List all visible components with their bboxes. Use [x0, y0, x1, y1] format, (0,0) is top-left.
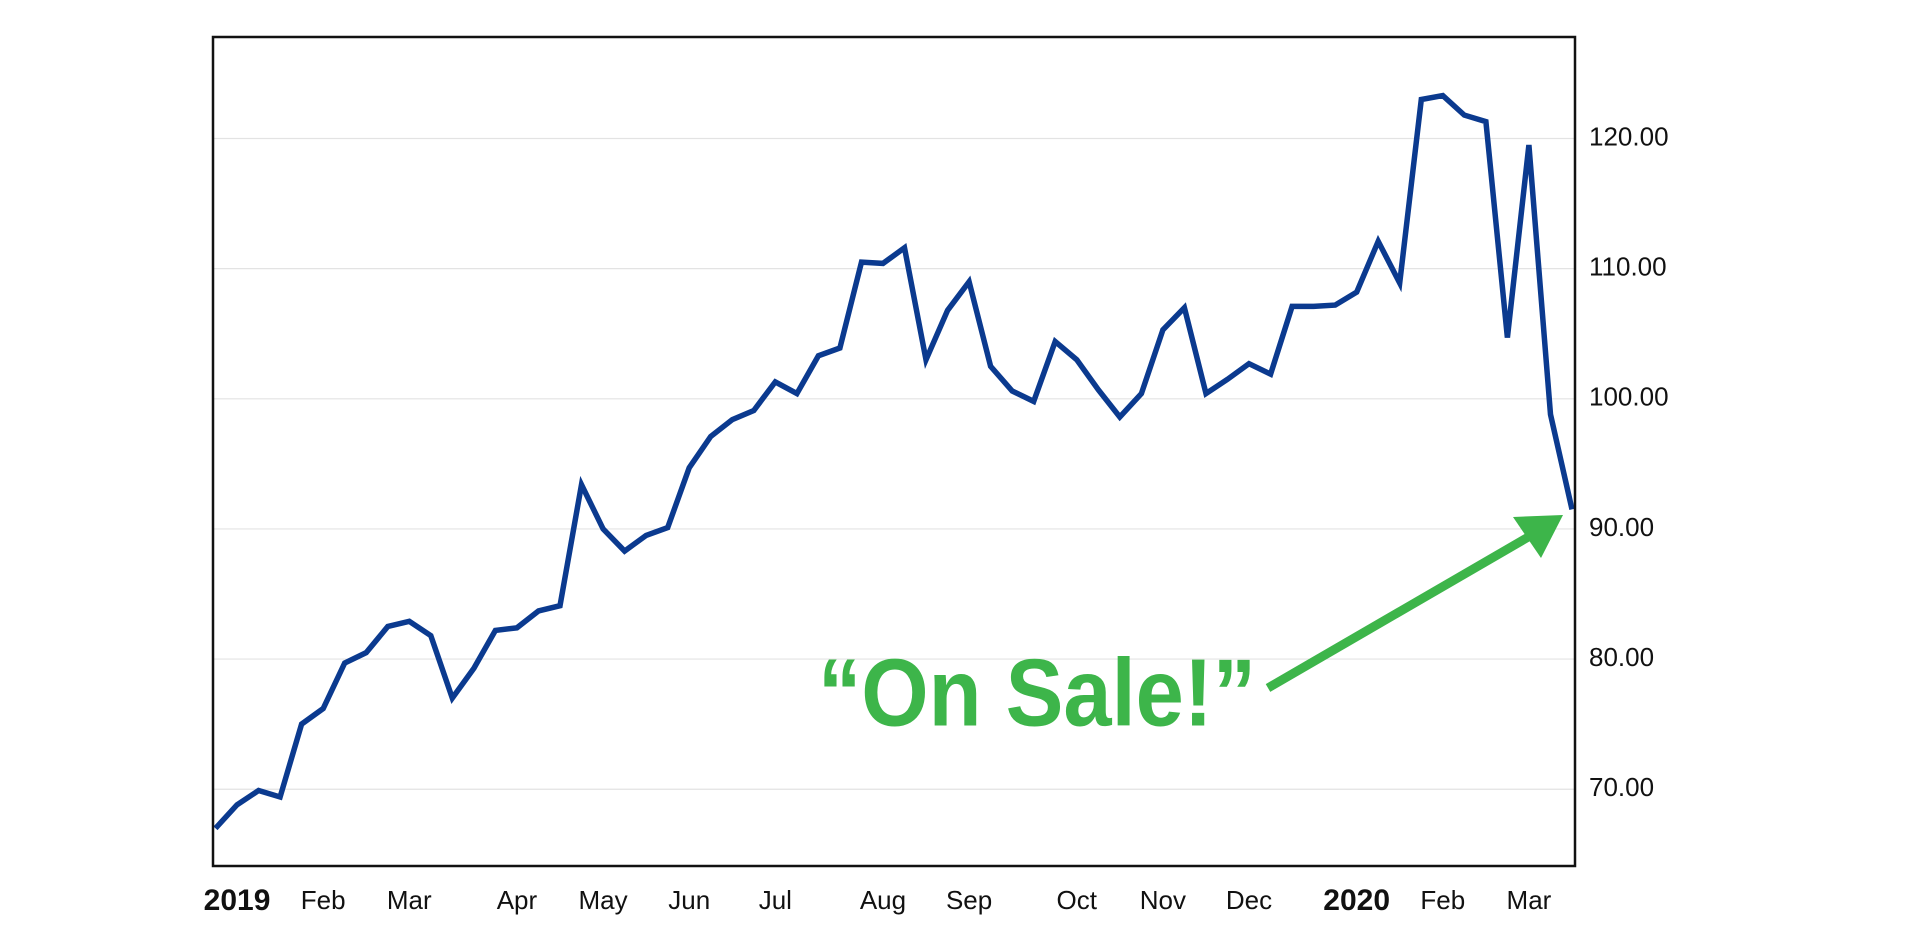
x-tick-label: Dec: [1226, 885, 1272, 915]
y-tick-label: 120.00: [1589, 121, 1669, 151]
x-tick-label: Apr: [497, 885, 538, 915]
annotation-arrowhead: [1513, 515, 1563, 558]
y-tick-label: 80.00: [1589, 642, 1654, 672]
x-tick-label: Sep: [946, 885, 992, 915]
x-tick-label: Jul: [759, 885, 792, 915]
annotation-arrow: [1265, 532, 1533, 692]
x-tick-label: Feb: [301, 885, 346, 915]
x-tick-label: 2020: [1323, 884, 1390, 917]
plot-frame: [211, 35, 1577, 868]
x-tick-label: Mar: [387, 885, 432, 915]
y-tick-label: 70.00: [1589, 772, 1654, 802]
x-tick-label: Feb: [1420, 885, 1465, 915]
price-line: [213, 92, 1575, 831]
x-tick-label: Nov: [1140, 885, 1186, 915]
x-tick-label: Aug: [860, 885, 906, 915]
x-tick-label: Mar: [1507, 885, 1552, 915]
annotation: “On Sale!”: [818, 639, 1256, 746]
x-tick-label: May: [579, 885, 628, 915]
y-tick-label: 90.00: [1589, 512, 1654, 542]
y-tick-label: 100.00: [1589, 382, 1669, 412]
x-tick-label: Oct: [1057, 885, 1098, 915]
y-tick-label: 110.00: [1589, 252, 1667, 282]
x-tick-label: Jun: [668, 885, 710, 915]
x-tick-label: 2019: [204, 884, 271, 917]
